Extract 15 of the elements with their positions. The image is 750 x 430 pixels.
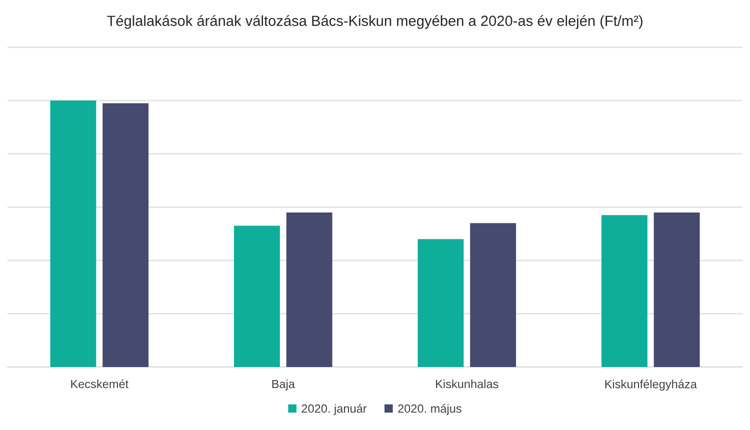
bar — [50, 100, 96, 368]
bar — [601, 215, 648, 368]
x-tick-label: Kecskemét — [71, 379, 128, 388]
x-tick-label: Kiskunfélegyháza — [605, 380, 697, 391]
bar — [286, 212, 332, 368]
x-tick-label: Kiskunhalas — [436, 380, 498, 388]
bar — [234, 226, 280, 368]
chart-title: Téglalakások árának változása Bács-Kiskun megyében a 2020-as év elején (Ft/m²) — [107, 15, 642, 29]
bar — [102, 103, 149, 368]
legend-label: 2020. május — [398, 404, 462, 416]
legend-label: 2020. január — [302, 404, 367, 416]
x-tick-label: Baja — [272, 380, 295, 391]
bar — [654, 212, 700, 368]
bar — [418, 239, 464, 368]
bar — [470, 223, 516, 368]
